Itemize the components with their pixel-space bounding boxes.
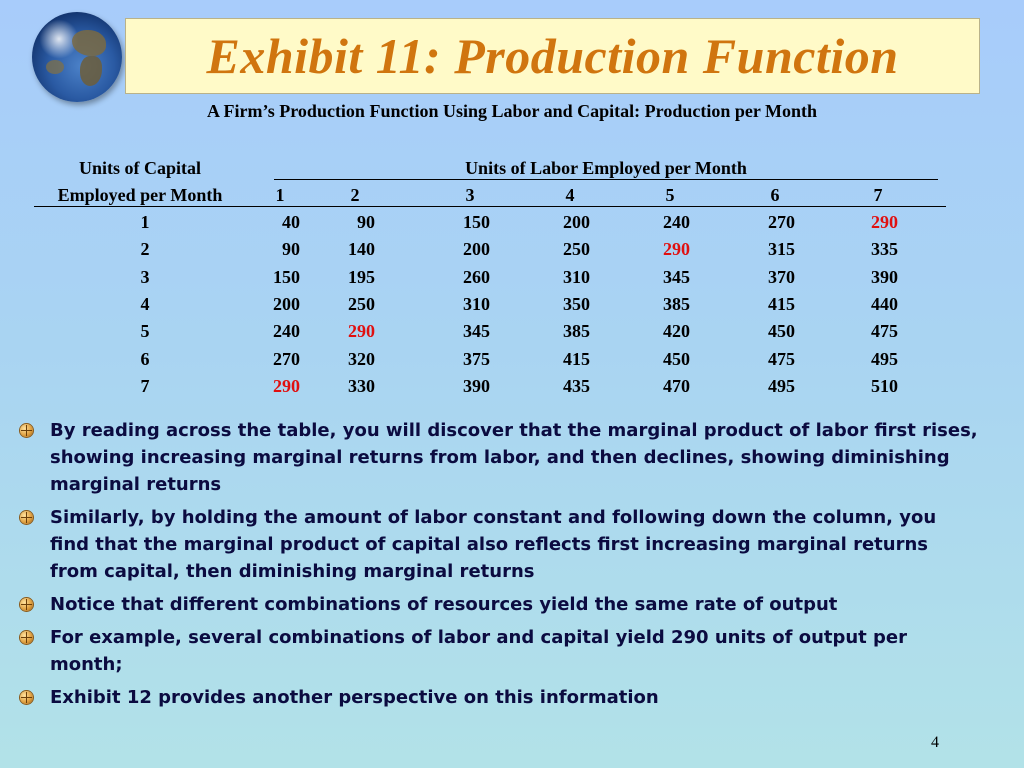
table-cell: 510 xyxy=(871,375,898,396)
bullet-text: Exhibit 12 provides another perspective … xyxy=(50,687,659,708)
table-cell: 330 xyxy=(348,375,375,396)
capital-row-label: 7 xyxy=(140,375,150,396)
table-cell: 150 xyxy=(273,266,300,287)
bullet-text: By reading across the table, you will di… xyxy=(50,420,978,495)
table-cell: 200 xyxy=(463,239,490,260)
table-cell: 320 xyxy=(348,348,375,369)
bullet-text: For example, several combinations of lab… xyxy=(50,627,908,675)
table-cell: 350 xyxy=(563,293,590,314)
table-cell: 290 xyxy=(273,375,300,396)
table-cell: 495 xyxy=(768,375,795,396)
title-banner: Exhibit 11: Production Function xyxy=(125,18,980,94)
capital-row-label: 4 xyxy=(140,293,150,314)
table-cell: 420 xyxy=(663,321,690,342)
table-cell: 140 xyxy=(348,239,375,260)
header-rule xyxy=(34,206,946,207)
table-cell: 150 xyxy=(463,212,490,232)
bullet-marker-icon xyxy=(20,424,33,437)
bullet-marker-icon xyxy=(20,598,33,611)
table-cell: 495 xyxy=(871,348,898,369)
table-cell: 475 xyxy=(768,348,795,369)
table-cell: 450 xyxy=(663,348,690,369)
capital-row-label: 3 xyxy=(140,266,150,287)
capital-row-label: 5 xyxy=(140,321,150,342)
table-cell: 270 xyxy=(768,212,795,232)
table-cell: 240 xyxy=(663,212,690,232)
table-cell: 375 xyxy=(463,348,490,369)
bullet-text: Similarly, by holding the amount of labo… xyxy=(50,507,937,582)
table-cell: 385 xyxy=(563,321,590,342)
labor-column-header: 1 xyxy=(275,185,285,205)
table-cell: 385 xyxy=(663,293,690,314)
labor-column-header: 4 xyxy=(565,185,575,205)
bullet-marker-icon xyxy=(20,691,33,704)
globe-icon xyxy=(32,12,122,102)
table-cell: 270 xyxy=(273,348,300,369)
table-cell: 260 xyxy=(463,266,490,287)
labor-column-header: 3 xyxy=(465,185,475,205)
table-cell: 470 xyxy=(663,375,690,396)
table-cell: 310 xyxy=(463,293,490,314)
labor-column-header: 6 xyxy=(770,185,780,205)
table-cell: 450 xyxy=(768,321,795,342)
labor-column-header: 5 xyxy=(665,185,675,205)
bullet-list: By reading across the table, you will di… xyxy=(20,417,980,717)
bullet-text: Notice that different combinations of re… xyxy=(50,594,838,615)
capital-row-label: 1 xyxy=(140,212,150,232)
capital-row-label: 2 xyxy=(140,239,150,260)
page-number: 4 xyxy=(931,734,939,751)
table-cell: 435 xyxy=(563,375,590,396)
labor-header: Units of Labor Employed per Month xyxy=(274,155,938,180)
bullet-item: For example, several combinations of lab… xyxy=(20,624,980,678)
table-cell: 250 xyxy=(563,239,590,260)
table-cell: 195 xyxy=(348,266,375,287)
capital-header-line2: Employed per Month xyxy=(57,185,223,205)
table-cell: 475 xyxy=(871,321,898,342)
bullet-item: Notice that different combinations of re… xyxy=(20,591,980,618)
labor-column-header: 7 xyxy=(873,185,883,205)
table-cell: 240 xyxy=(273,321,300,342)
table-cell: 40 xyxy=(282,212,300,232)
table-cell: 315 xyxy=(768,239,795,260)
table-cell: 345 xyxy=(463,321,490,342)
production-table: Units of Capital Employed per Month Unit… xyxy=(30,155,955,400)
table-cell: 345 xyxy=(663,266,690,287)
table-cell: 200 xyxy=(273,293,300,314)
capital-row-label: 6 xyxy=(140,348,150,369)
table-cell: 290 xyxy=(871,212,898,232)
table-cell: 390 xyxy=(871,266,898,287)
table-cell: 415 xyxy=(563,348,590,369)
table-cell: 310 xyxy=(563,266,590,287)
bullet-marker-icon xyxy=(20,631,33,644)
table-cell: 290 xyxy=(348,321,375,342)
table-cell: 90 xyxy=(357,212,375,232)
capital-header: Units of Capital Employed per Month xyxy=(30,155,250,209)
table-cell: 370 xyxy=(768,266,795,287)
bullet-marker-icon xyxy=(20,511,33,524)
labor-column-header: 2 xyxy=(350,185,360,205)
bullet-item: By reading across the table, you will di… xyxy=(20,417,980,498)
table-subtitle: A Firm’s Production Function Using Labor… xyxy=(206,101,818,121)
table-cell: 290 xyxy=(663,239,690,260)
table-cell: 390 xyxy=(463,375,490,396)
table-cell: 200 xyxy=(563,212,590,232)
bullet-item: Similarly, by holding the amount of labo… xyxy=(20,504,980,585)
slide-title: Exhibit 11: Production Function xyxy=(206,28,899,84)
table-cell: 335 xyxy=(871,239,898,260)
table-cell: 90 xyxy=(282,239,300,260)
table-cell: 415 xyxy=(768,293,795,314)
bullet-item: Exhibit 12 provides another perspective … xyxy=(20,684,980,711)
capital-header-line1: Units of Capital xyxy=(78,158,201,178)
table-cell: 440 xyxy=(871,293,898,314)
table-cell: 250 xyxy=(348,293,375,314)
